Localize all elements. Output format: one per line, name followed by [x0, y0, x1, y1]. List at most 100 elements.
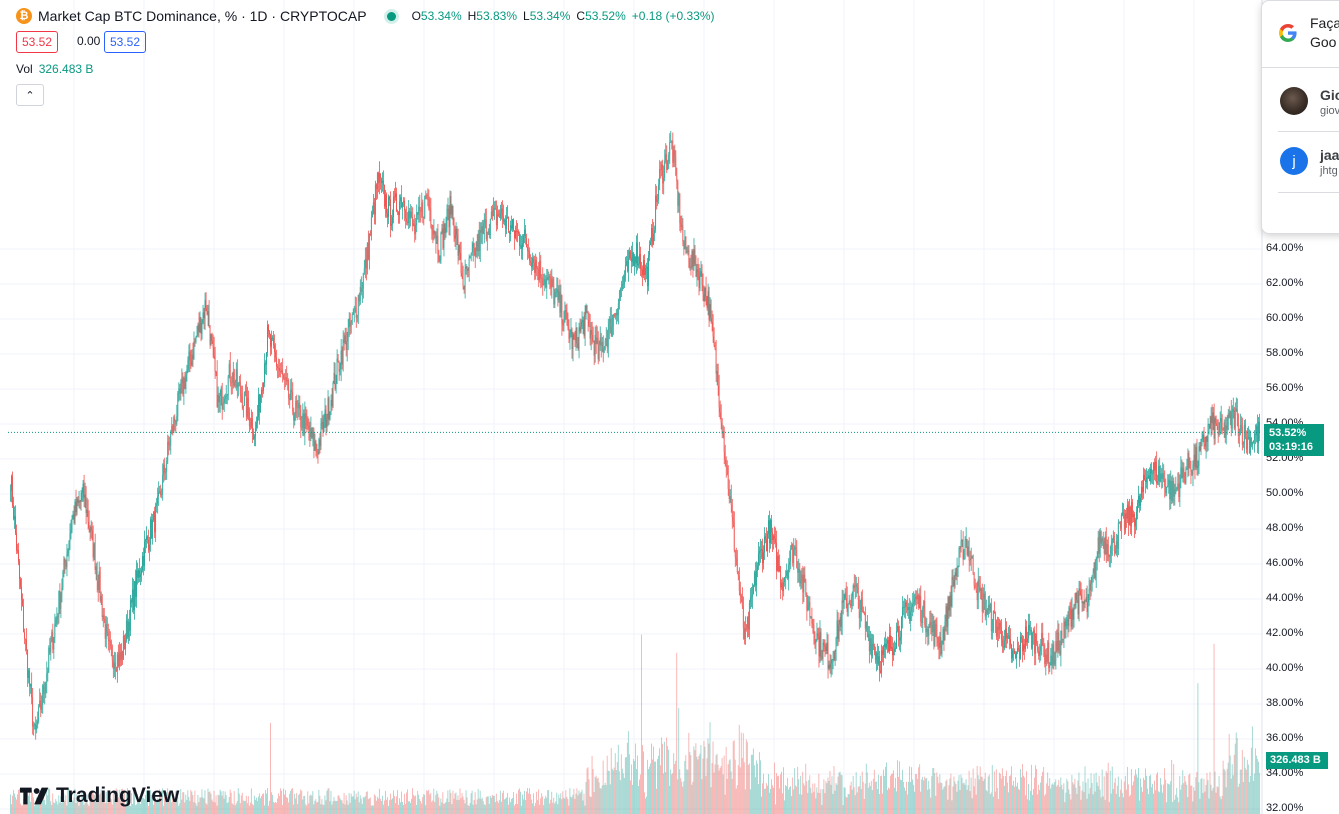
- volume-bar: [894, 787, 895, 814]
- volume-bar: [132, 791, 134, 814]
- candle-body: [214, 356, 216, 372]
- volume-bar: [656, 788, 657, 814]
- candle-body: [837, 620, 839, 640]
- candle-body: [222, 403, 224, 410]
- volume-bar: [1044, 795, 1046, 814]
- candle-body: [883, 643, 885, 647]
- volume-bar: [193, 802, 195, 814]
- volume-bar: [1092, 794, 1094, 814]
- volume-bar: [82, 797, 84, 814]
- candle-body: [374, 184, 376, 215]
- volume-bar: [925, 778, 927, 814]
- candle-body: [413, 223, 415, 226]
- volume-bar: [863, 798, 865, 814]
- volume-bar: [215, 795, 217, 814]
- volume-bar: [928, 780, 930, 814]
- volume-bar: [358, 802, 360, 814]
- candle-body: [1187, 453, 1189, 469]
- candle-body: [146, 536, 147, 540]
- candle-body: [635, 256, 636, 264]
- candle-body: [842, 600, 844, 603]
- candle-body: [678, 194, 680, 206]
- candle-body: [718, 385, 720, 408]
- candle-body: [782, 582, 783, 592]
- volume-bar: [744, 789, 746, 814]
- volume-bar: [103, 794, 105, 814]
- candle-body: [181, 377, 183, 384]
- volume-bar: [822, 789, 824, 814]
- candle-body: [383, 185, 385, 207]
- candle-body: [359, 286, 361, 302]
- volume-bar: [492, 795, 494, 814]
- candle-body: [719, 407, 721, 413]
- volume-bar: [1046, 783, 1048, 814]
- candle-body: [732, 517, 734, 522]
- volume-bar: [862, 781, 864, 814]
- buy-price-button[interactable]: 53.52: [104, 31, 147, 53]
- volume-bar: [610, 747, 612, 814]
- volume-bar: [1133, 775, 1135, 814]
- volume-bar: [510, 802, 511, 814]
- volume-bar: [459, 788, 461, 814]
- account-email: jhtg: [1320, 165, 1338, 177]
- volume-bar: [860, 788, 862, 814]
- volume-bar: [436, 790, 438, 814]
- candle-body: [567, 319, 569, 328]
- sell-price-button[interactable]: 53.52: [16, 31, 59, 53]
- volume-bar: [1108, 801, 1110, 814]
- candle-body: [280, 370, 281, 372]
- volume-bar: [1064, 802, 1066, 814]
- candle-body: [1109, 553, 1111, 557]
- volume-bar: [396, 796, 397, 814]
- volume-bar: [984, 772, 986, 814]
- symbol-title[interactable]: Market Cap BTC Dominance, % · 1D · CRYPT…: [38, 8, 367, 24]
- volume-bar: [581, 789, 583, 814]
- google-signin-popup[interactable]: Faça Goo Gio giov j jaa jhtg: [1261, 0, 1339, 234]
- candle-body: [865, 621, 867, 629]
- volume-bar: [191, 791, 193, 814]
- y-tick-label: 42.00%: [1266, 627, 1304, 639]
- candle-body: [63, 558, 65, 573]
- volume-bar: [971, 798, 973, 814]
- candle-body: [703, 294, 705, 302]
- volume-bar: [643, 751, 644, 814]
- volume-bar: [477, 788, 479, 814]
- candle-body: [314, 441, 316, 451]
- volume-bar: [487, 796, 489, 814]
- volume-bar: [66, 805, 68, 814]
- collapse-legend-button[interactable]: ⌃: [16, 84, 44, 106]
- volume-bar: [449, 789, 451, 814]
- volume-bar: [986, 791, 988, 814]
- volume-bar: [607, 770, 609, 814]
- volume-bar: [80, 801, 82, 814]
- candle-body: [622, 284, 624, 285]
- candle-body: [651, 228, 652, 242]
- candle-body: [853, 585, 855, 588]
- volume-bar: [1145, 768, 1146, 814]
- volume-bar: [46, 790, 48, 814]
- candle-body: [762, 549, 763, 564]
- volume-bar: [1188, 774, 1190, 814]
- volume-bar: [1194, 790, 1196, 814]
- volume-bar: [589, 796, 591, 814]
- volume-bar: [221, 795, 223, 814]
- candle-body: [1255, 425, 1257, 436]
- volume-bar: [1027, 799, 1028, 814]
- tradingview-logo[interactable]: TradingView: [20, 784, 179, 808]
- volume-bar: [10, 794, 11, 814]
- volume-bar: [146, 790, 147, 814]
- candle-body: [250, 418, 252, 427]
- volume-bar: [1007, 792, 1009, 814]
- candle-body: [1239, 425, 1241, 435]
- candle-body: [485, 219, 487, 240]
- volume-bar: [508, 797, 510, 814]
- candle-body: [810, 616, 812, 618]
- candle-body: [518, 231, 519, 234]
- volume-bar: [1107, 762, 1109, 814]
- volume-bar: [1248, 782, 1250, 814]
- candle-body: [342, 339, 344, 365]
- candle-body: [65, 563, 67, 567]
- volume-bar: [844, 787, 846, 814]
